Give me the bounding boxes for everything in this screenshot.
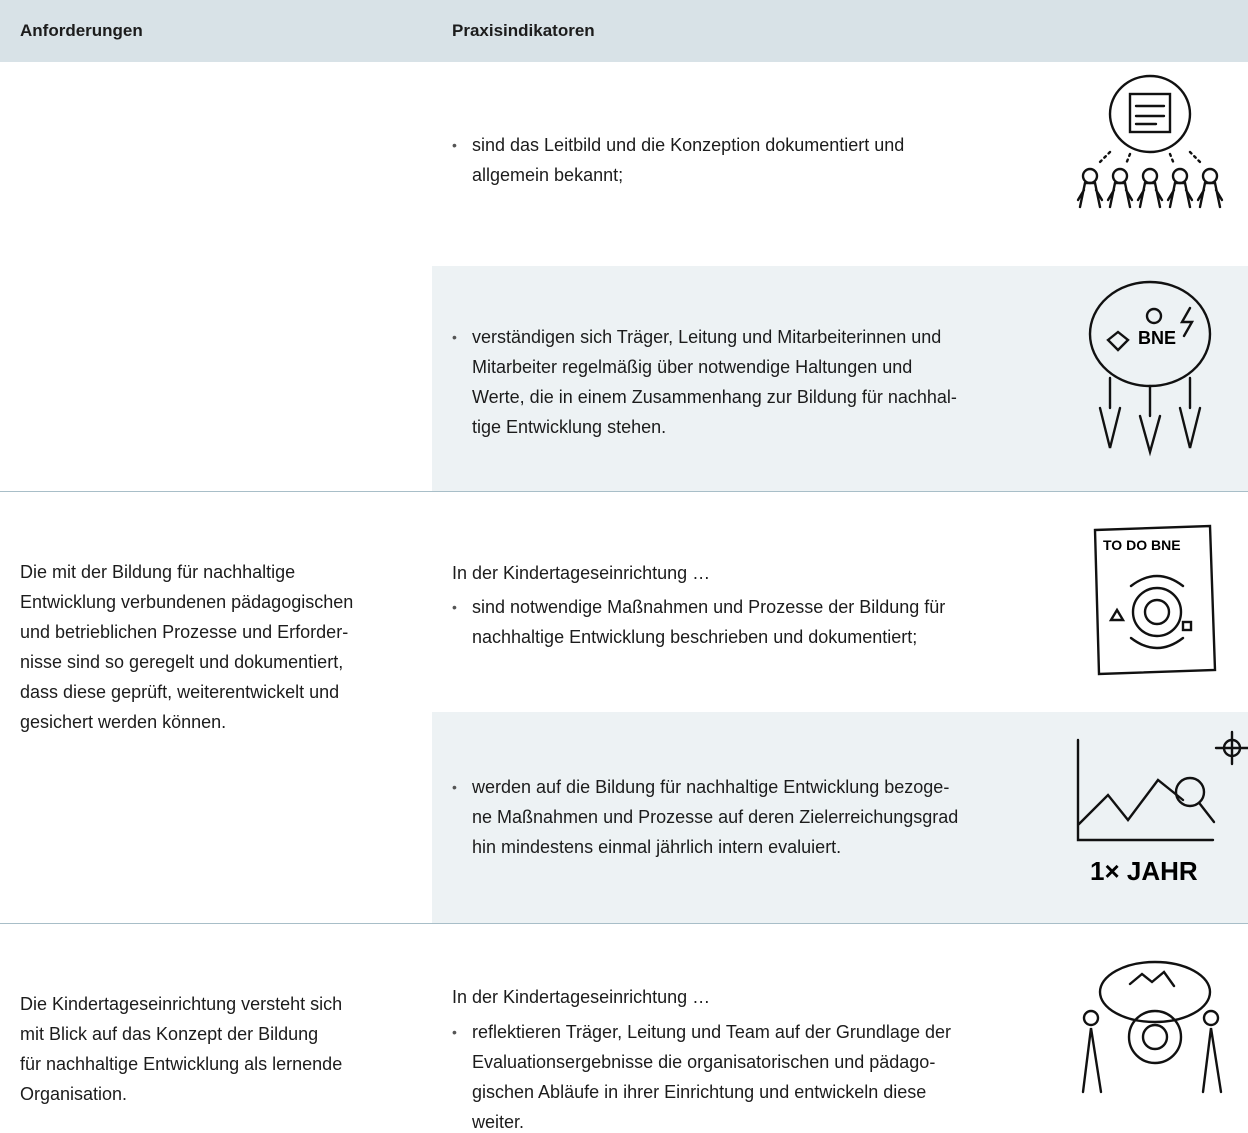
indicator-text: Mitarbeiter regelmäßig über notwendige H… <box>472 357 913 377</box>
indicator-text: reflektieren Träger, Leitung und Team au… <box>452 1017 951 1047</box>
indicator-intro: In der Kindertageseinrichtung … <box>452 987 711 1007</box>
indicator-text: tige Entwicklung stehen. <box>472 417 667 437</box>
requirement-text: Die Kindertageseinrichtung versteht sich <box>20 994 343 1014</box>
icon-todo: TO DO BNE <box>1093 524 1217 676</box>
indicator-text: hin mindestens einmal jährlich intern ev… <box>472 837 842 857</box>
indicator-text: ne Maßnahmen und Prozesse auf deren Ziel… <box>472 807 959 827</box>
icon-learning <box>1081 960 1223 1094</box>
requirement-text: mit Blick auf das Konzept der Bildung <box>20 1024 319 1044</box>
indicator-text: Werte, die in einem Zusammenhang zur Bil… <box>472 387 957 407</box>
indicator-text: sind das Leitbild und die Konzeption dok… <box>452 130 904 160</box>
indicator-text: verständigen sich Träger, Leitung und Mi… <box>452 322 941 352</box>
icon-label: 1× JAHR <box>1090 856 1198 886</box>
row-separator <box>0 491 1248 492</box>
icon-values: BNE <box>1088 280 1212 457</box>
icon-label: TO DO BNE <box>1103 537 1181 553</box>
shaded-cell <box>432 266 1248 492</box>
requirement-text: nisse sind so geregelt und dokumentiert, <box>20 652 344 672</box>
requirement-text: Entwicklung verbundenen pädagogischen <box>20 592 354 612</box>
requirement-text: Die mit der Bildung für nachhaltige <box>20 562 296 582</box>
icon-label: BNE <box>1138 328 1176 348</box>
requirement-text: und betrieblichen Prozesse und Erforder- <box>20 622 349 642</box>
row-separator <box>0 923 1248 924</box>
table-header <box>0 0 1248 62</box>
requirement-text: gesichert werden können. <box>20 712 227 732</box>
indicator-text: Evaluationsergebnisse die organisatorisc… <box>472 1052 936 1072</box>
icon-evaluation: 1× JAHR <box>1076 730 1248 886</box>
icon-mission <box>1076 74 1224 209</box>
requirement-text: Organisation. <box>20 1084 128 1104</box>
column-header: Praxisindikatoren <box>452 21 595 40</box>
indicator-text: werden auf die Bildung für nachhaltige E… <box>452 772 949 802</box>
indicator-text: gischen Abläufe in ihrer Einrichtung und… <box>472 1082 927 1102</box>
indicator-intro: In der Kindertageseinrichtung … <box>452 563 711 583</box>
indicator-text: sind notwendige Maßnahmen und Prozesse d… <box>452 592 945 622</box>
requirement-text: dass diese geprüft, weiterentwickelt und <box>20 682 340 702</box>
indicator-text: allgemein bekannt; <box>472 165 624 185</box>
requirement-text: für nachhaltige Entwicklung als lernende <box>20 1054 343 1074</box>
indicator-text: weiter. <box>472 1112 525 1132</box>
indicator-text: nachhaltige Entwicklung beschrieben und … <box>472 627 918 647</box>
shaded-cell <box>432 712 1248 924</box>
column-header: Anforderungen <box>20 21 143 40</box>
